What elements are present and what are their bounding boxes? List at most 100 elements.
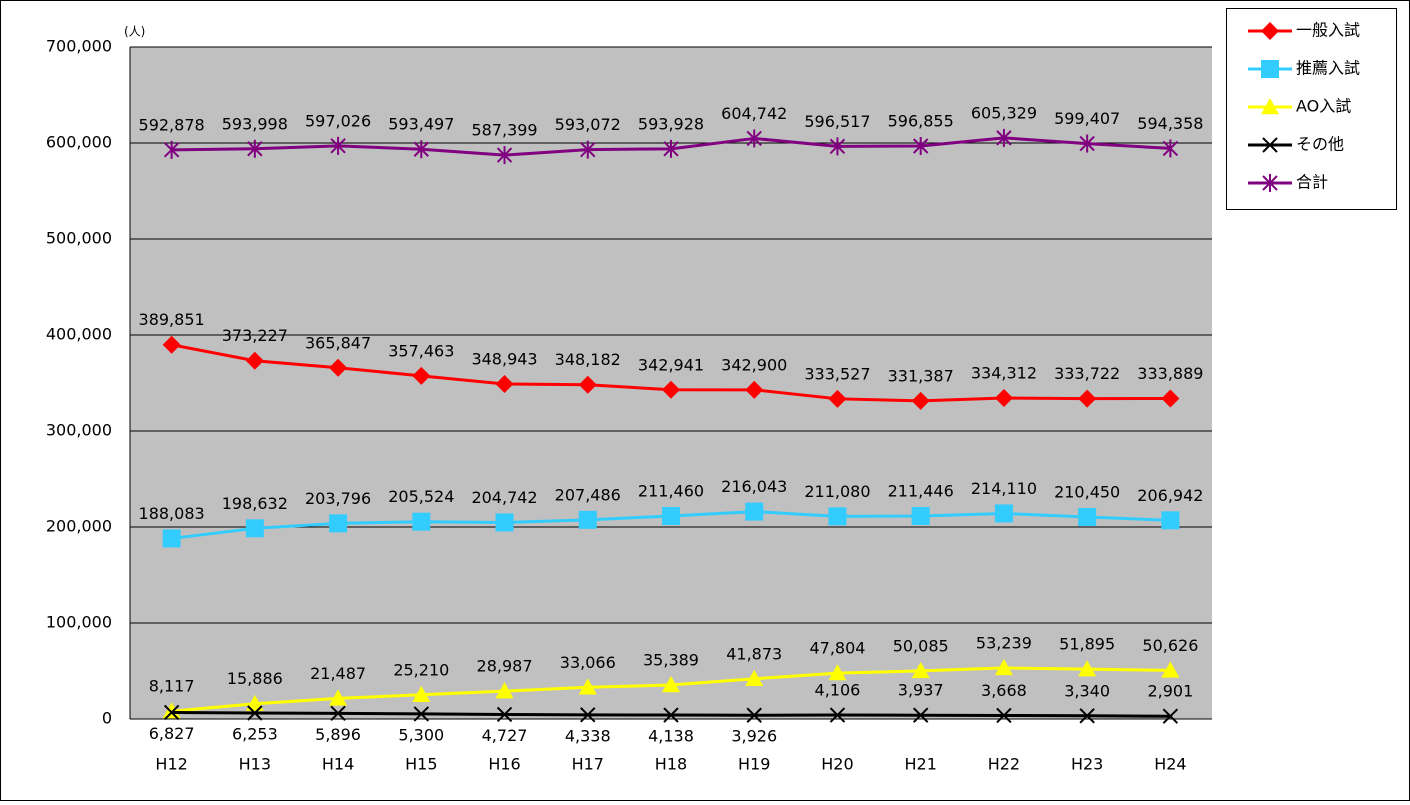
marker [578,375,597,394]
unit-label: (人) [124,25,145,39]
data-label: 599,407 [1054,109,1120,128]
legend-label: 合計 [1296,173,1328,192]
marker [996,707,1012,724]
marker [578,678,597,695]
marker-shape [329,358,348,377]
marker [1079,708,1095,724]
legend-box [1226,8,1397,210]
data-label: 592,878 [139,115,205,134]
marker-shape [911,661,930,679]
y-tick-label: 0 [102,709,112,728]
marker-shape [245,351,264,370]
marker-shape [245,519,264,538]
marker [245,351,264,370]
marker-shape [994,658,1013,676]
x-tick-label: H17 [572,755,604,774]
marker [1162,139,1179,158]
data-label: 593,998 [222,114,288,133]
data-label: 203,796 [305,489,371,508]
data-label: 41,873 [726,644,782,663]
marker-shape [1262,137,1278,153]
marker-shape [996,707,1012,724]
marker [828,664,847,681]
marker [162,335,181,354]
y-tick-label: 600,000 [46,133,112,152]
marker-shape [911,391,930,410]
marker [1161,661,1180,678]
marker [996,128,1012,147]
marker [994,504,1013,523]
x-tick-label: H22 [988,755,1020,774]
x-tick-label: H24 [1154,755,1186,774]
marker [412,685,431,702]
marker [413,706,430,722]
data-label: 210,450 [1054,482,1120,501]
marker-shape [247,705,263,721]
data-label: 50,626 [1142,636,1198,655]
data-label: 204,742 [471,488,537,507]
marker [496,146,513,165]
marker-shape [412,685,431,702]
marker-shape [329,689,348,706]
x-tick-label: H20 [821,755,853,774]
data-label: 15,886 [227,669,283,688]
marker-shape [1161,661,1180,678]
legend-label: 一般入試 [1296,21,1360,40]
marker-shape [829,707,846,723]
legend-label: その他 [1296,135,1344,154]
data-label: 33,066 [560,653,616,672]
marker [1078,660,1097,677]
y-tick-label: 100,000 [46,613,112,632]
marker-shape [1261,98,1279,115]
marker [163,704,180,721]
marker-shape [495,682,514,699]
data-label: 3,340 [1064,681,1110,700]
marker [580,707,596,723]
marker [912,137,929,156]
marker-shape [1162,708,1179,724]
marker-shape [745,380,764,399]
marker [828,389,847,408]
data-label: 357,463 [388,341,454,360]
x-tick-label: H16 [488,755,520,774]
data-label: 8,117 [149,677,195,696]
marker [829,137,846,156]
data-label: 604,742 [721,104,787,123]
marker [745,669,764,687]
data-label: 216,043 [721,477,787,496]
marker [162,702,181,719]
marker [994,389,1013,408]
data-label: 47,804 [809,639,865,658]
marker [162,529,181,548]
data-label: 333,889 [1137,364,1203,383]
marker-shape [496,706,513,723]
marker-shape [994,389,1013,408]
marker [1261,98,1279,115]
data-label: 331,387 [888,366,954,385]
marker [1261,60,1279,78]
marker-shape [1078,507,1097,526]
marker [1078,507,1097,526]
data-label: 28,987 [477,657,533,676]
data-label: 211,080 [804,482,870,501]
x-tick-label: H14 [322,755,354,774]
marker [247,705,263,721]
marker [580,140,596,159]
marker [911,661,930,679]
data-label: 596,855 [888,112,954,131]
marker-shape [412,512,431,531]
data-label: 198,632 [222,494,288,513]
marker-shape [1079,708,1095,724]
marker-shape [413,706,430,722]
data-label: 365,847 [305,333,371,352]
x-tick-label: H19 [738,755,770,774]
data-label: 597,026 [305,111,371,130]
x-tick-label: H15 [405,755,437,774]
data-label: 596,517 [804,112,870,131]
marker-shape [412,366,431,385]
data-label: 593,497 [388,115,454,134]
data-label: 4,138 [648,727,694,746]
marker-shape [578,510,597,529]
marker [412,512,431,531]
marker [662,380,680,399]
